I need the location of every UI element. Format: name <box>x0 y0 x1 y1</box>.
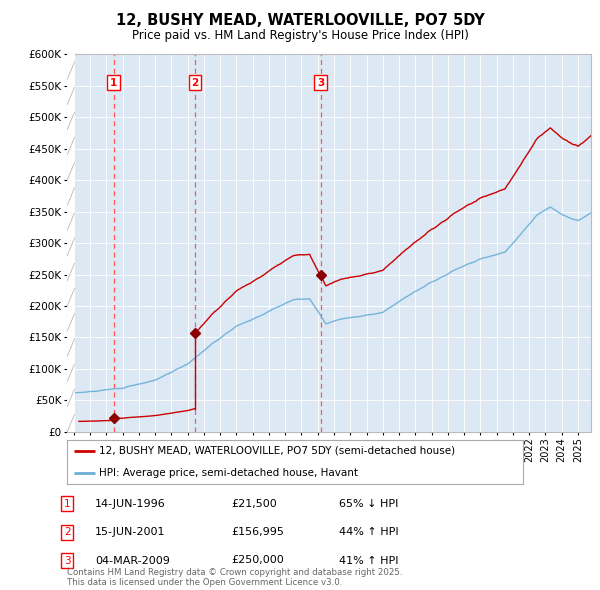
Text: £156,995: £156,995 <box>231 527 284 537</box>
Text: 2: 2 <box>191 78 199 87</box>
Polygon shape <box>67 54 74 432</box>
Text: 14-JUN-1996: 14-JUN-1996 <box>95 499 166 509</box>
Text: 44% ↑ HPI: 44% ↑ HPI <box>339 527 398 537</box>
Text: 3: 3 <box>317 78 324 87</box>
Text: Contains HM Land Registry data © Crown copyright and database right 2025.
This d: Contains HM Land Registry data © Crown c… <box>67 568 403 587</box>
Text: HPI: Average price, semi-detached house, Havant: HPI: Average price, semi-detached house,… <box>99 468 358 478</box>
Text: 3: 3 <box>64 556 71 565</box>
Text: 1: 1 <box>64 499 71 509</box>
Text: 65% ↓ HPI: 65% ↓ HPI <box>339 499 398 509</box>
Text: £21,500: £21,500 <box>231 499 277 509</box>
Text: 1: 1 <box>110 78 117 87</box>
Text: 12, BUSHY MEAD, WATERLOOVILLE, PO7 5DY: 12, BUSHY MEAD, WATERLOOVILLE, PO7 5DY <box>116 13 484 28</box>
Text: 04-MAR-2009: 04-MAR-2009 <box>95 556 170 565</box>
Text: 41% ↑ HPI: 41% ↑ HPI <box>339 556 398 565</box>
Text: Price paid vs. HM Land Registry's House Price Index (HPI): Price paid vs. HM Land Registry's House … <box>131 30 469 42</box>
Text: 12, BUSHY MEAD, WATERLOOVILLE, PO7 5DY (semi-detached house): 12, BUSHY MEAD, WATERLOOVILLE, PO7 5DY (… <box>99 445 455 455</box>
Text: 2: 2 <box>64 527 71 537</box>
Text: 15-JUN-2001: 15-JUN-2001 <box>95 527 166 537</box>
Text: £250,000: £250,000 <box>231 556 284 565</box>
Polygon shape <box>67 54 74 432</box>
